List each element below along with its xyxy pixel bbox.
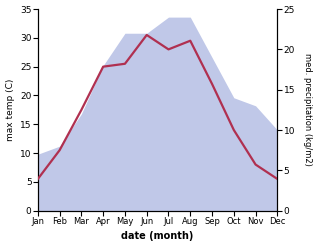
Y-axis label: max temp (C): max temp (C) bbox=[5, 79, 15, 141]
Y-axis label: med. precipitation (kg/m2): med. precipitation (kg/m2) bbox=[303, 53, 313, 166]
X-axis label: date (month): date (month) bbox=[121, 231, 194, 242]
